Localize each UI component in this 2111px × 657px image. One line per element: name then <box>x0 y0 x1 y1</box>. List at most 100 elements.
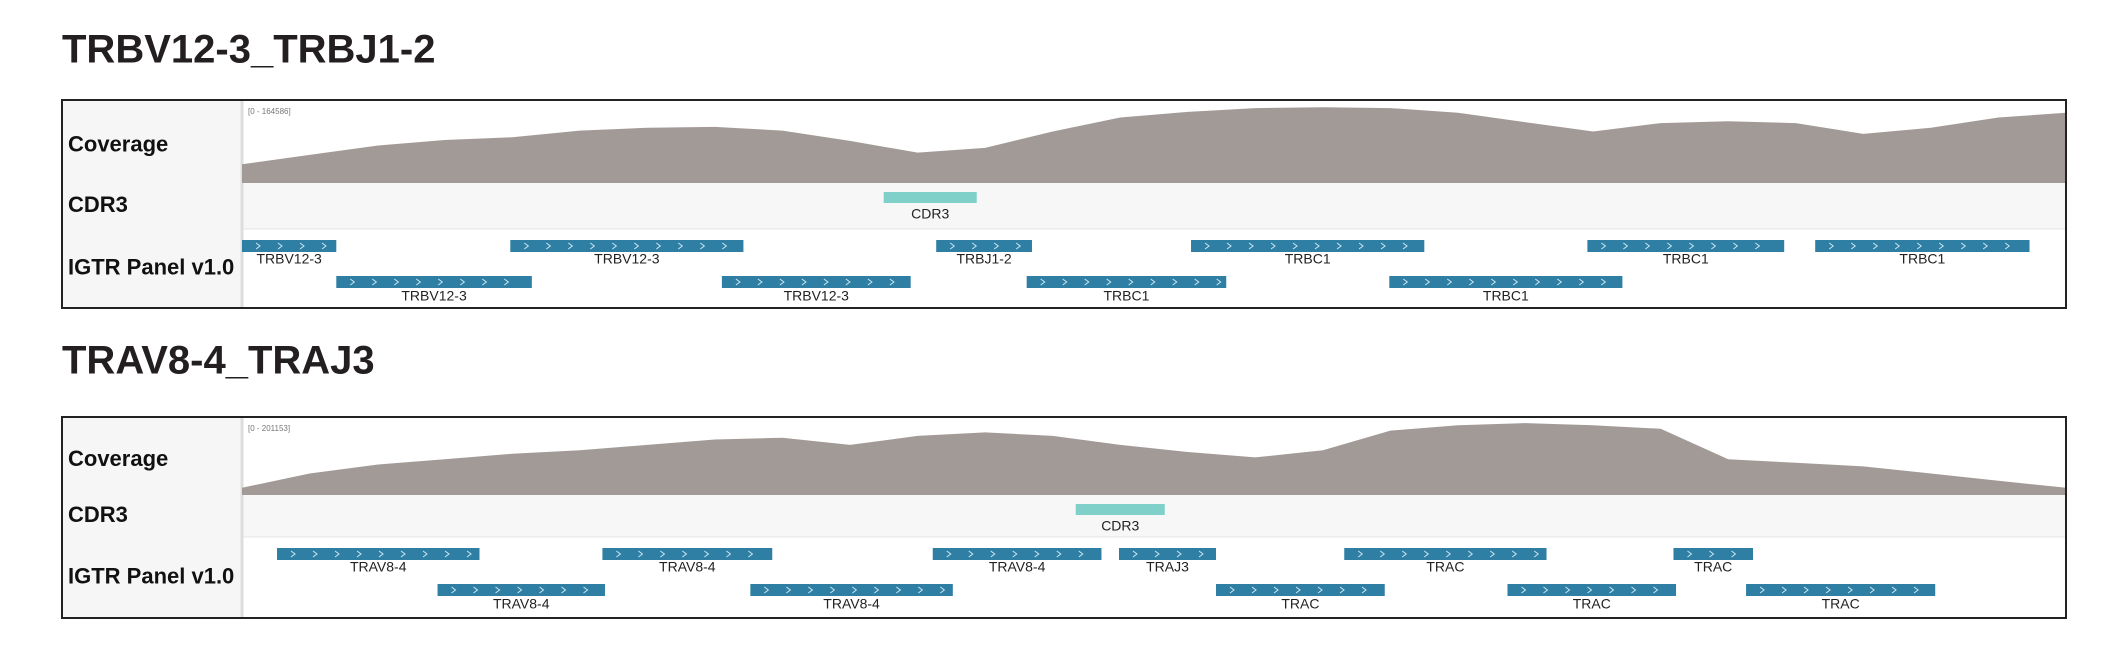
track-bg <box>242 495 2066 537</box>
strand-arrow <box>1850 242 1857 250</box>
strand-arrow <box>971 242 978 250</box>
strand-arrow <box>1891 586 1897 594</box>
gene-feature <box>1587 240 1785 252</box>
strand-arrow <box>748 550 754 558</box>
range-label: [0 - 164586] <box>248 107 291 116</box>
strand-arrow <box>1916 242 1923 250</box>
gene-feature <box>1746 584 1936 596</box>
feature-label: TRBV12-3 <box>401 288 467 304</box>
strand-arrow <box>546 242 552 250</box>
strand-arrow <box>1587 586 1593 594</box>
strand-arrow <box>495 586 501 594</box>
panel-frame <box>61 99 2067 309</box>
strand-arrow <box>1803 586 1809 594</box>
feature-label: TRAV8-4 <box>493 596 550 612</box>
strand-arrow <box>321 242 327 250</box>
strand-arrow <box>638 550 644 558</box>
strand-arrow <box>1711 242 1717 250</box>
strand-arrow <box>660 550 666 558</box>
strand-arrow <box>1062 278 1068 286</box>
gene-feature <box>1344 548 1547 560</box>
strand-arrow <box>735 278 741 286</box>
strand-arrow <box>1631 586 1637 594</box>
gene-feature <box>750 584 953 596</box>
strand-arrow <box>946 550 952 558</box>
strand-arrow <box>1579 278 1585 286</box>
strand-arrow <box>473 586 479 594</box>
strand-arrow <box>1445 550 1452 558</box>
strand-arrow <box>1380 242 1386 250</box>
strand-arrow <box>1216 278 1222 286</box>
label-column <box>62 100 242 308</box>
strand-arrow <box>1521 586 1527 594</box>
strand-arrow <box>949 242 956 250</box>
strand-arrow <box>1689 242 1695 250</box>
strand-arrow <box>830 586 836 594</box>
feature-label: CDR3 <box>1101 518 1139 534</box>
strand-arrow <box>1357 550 1364 558</box>
strand-arrow <box>993 242 1000 250</box>
strand-arrow <box>394 278 400 286</box>
strand-arrow <box>561 586 567 594</box>
strand-arrow <box>451 586 457 594</box>
strand-arrow <box>400 550 406 558</box>
strand-arrow <box>1425 278 1431 286</box>
panel-title: TRAV8-4_TRAJ3 <box>62 339 375 383</box>
strand-arrow <box>299 242 305 250</box>
strand-arrow <box>378 550 384 558</box>
strand-arrow <box>1226 242 1232 250</box>
strand-arrow <box>1015 242 1022 250</box>
strand-arrow <box>1295 586 1301 594</box>
strand-arrow <box>1781 586 1787 594</box>
feature-label: TRBV12-3 <box>784 288 850 304</box>
strand-arrow <box>918 586 924 594</box>
strand-arrow <box>1172 278 1178 286</box>
strand-arrow <box>852 586 858 594</box>
strand-arrow <box>823 278 829 286</box>
strand-arrow <box>350 278 356 286</box>
strand-arrow <box>1154 550 1160 558</box>
strand-arrow <box>444 550 450 558</box>
strand-arrow <box>1084 278 1090 286</box>
strand-arrow <box>1913 586 1919 594</box>
strand-arrow <box>1447 278 1453 286</box>
range-label: [0 - 201153] <box>248 424 290 433</box>
track-bg <box>242 183 2066 229</box>
strand-arrow <box>874 586 880 594</box>
strand-arrow <box>704 550 710 558</box>
track-label: IGTR Panel v1.0 <box>68 563 234 588</box>
feature-label: TRAJ3 <box>1146 559 1189 575</box>
strand-arrow <box>466 550 472 558</box>
strand-arrow <box>1601 242 1607 250</box>
strand-arrow <box>1489 550 1496 558</box>
strand-arrow <box>1825 586 1831 594</box>
strand-arrow <box>1128 278 1134 286</box>
strand-arrow <box>1513 278 1519 286</box>
strand-arrow <box>1056 550 1062 558</box>
strand-arrow <box>1012 550 1018 558</box>
strand-arrow <box>1423 550 1430 558</box>
strand-arrow <box>1511 550 1518 558</box>
strand-arrow <box>517 586 523 594</box>
strand-arrow <box>678 242 684 250</box>
strand-arrow <box>583 586 589 594</box>
strand-arrow <box>808 586 814 594</box>
gene-feature <box>1118 548 1217 560</box>
feature-label: TRAV8-4 <box>989 559 1046 575</box>
strand-arrow <box>1361 586 1367 594</box>
panel-title: TRBV12-3_TRBJ1-2 <box>62 28 435 72</box>
strand-arrow <box>1106 278 1112 286</box>
strand-arrow <box>1132 550 1138 558</box>
feature-label: TRBV12-3 <box>256 251 322 267</box>
feature-label: TRBC1 <box>1663 251 1709 267</box>
feature-label: TRAV8-4 <box>659 559 716 575</box>
strand-arrow <box>277 242 283 250</box>
strand-arrow <box>764 586 770 594</box>
gene-feature <box>936 240 1032 252</box>
label-column <box>62 417 242 618</box>
feature-label: TRAC <box>1822 596 1860 612</box>
strand-arrow <box>1609 586 1615 594</box>
strand-arrow <box>1467 550 1474 558</box>
strand-arrow <box>1176 550 1182 558</box>
gene-feature <box>721 276 911 288</box>
